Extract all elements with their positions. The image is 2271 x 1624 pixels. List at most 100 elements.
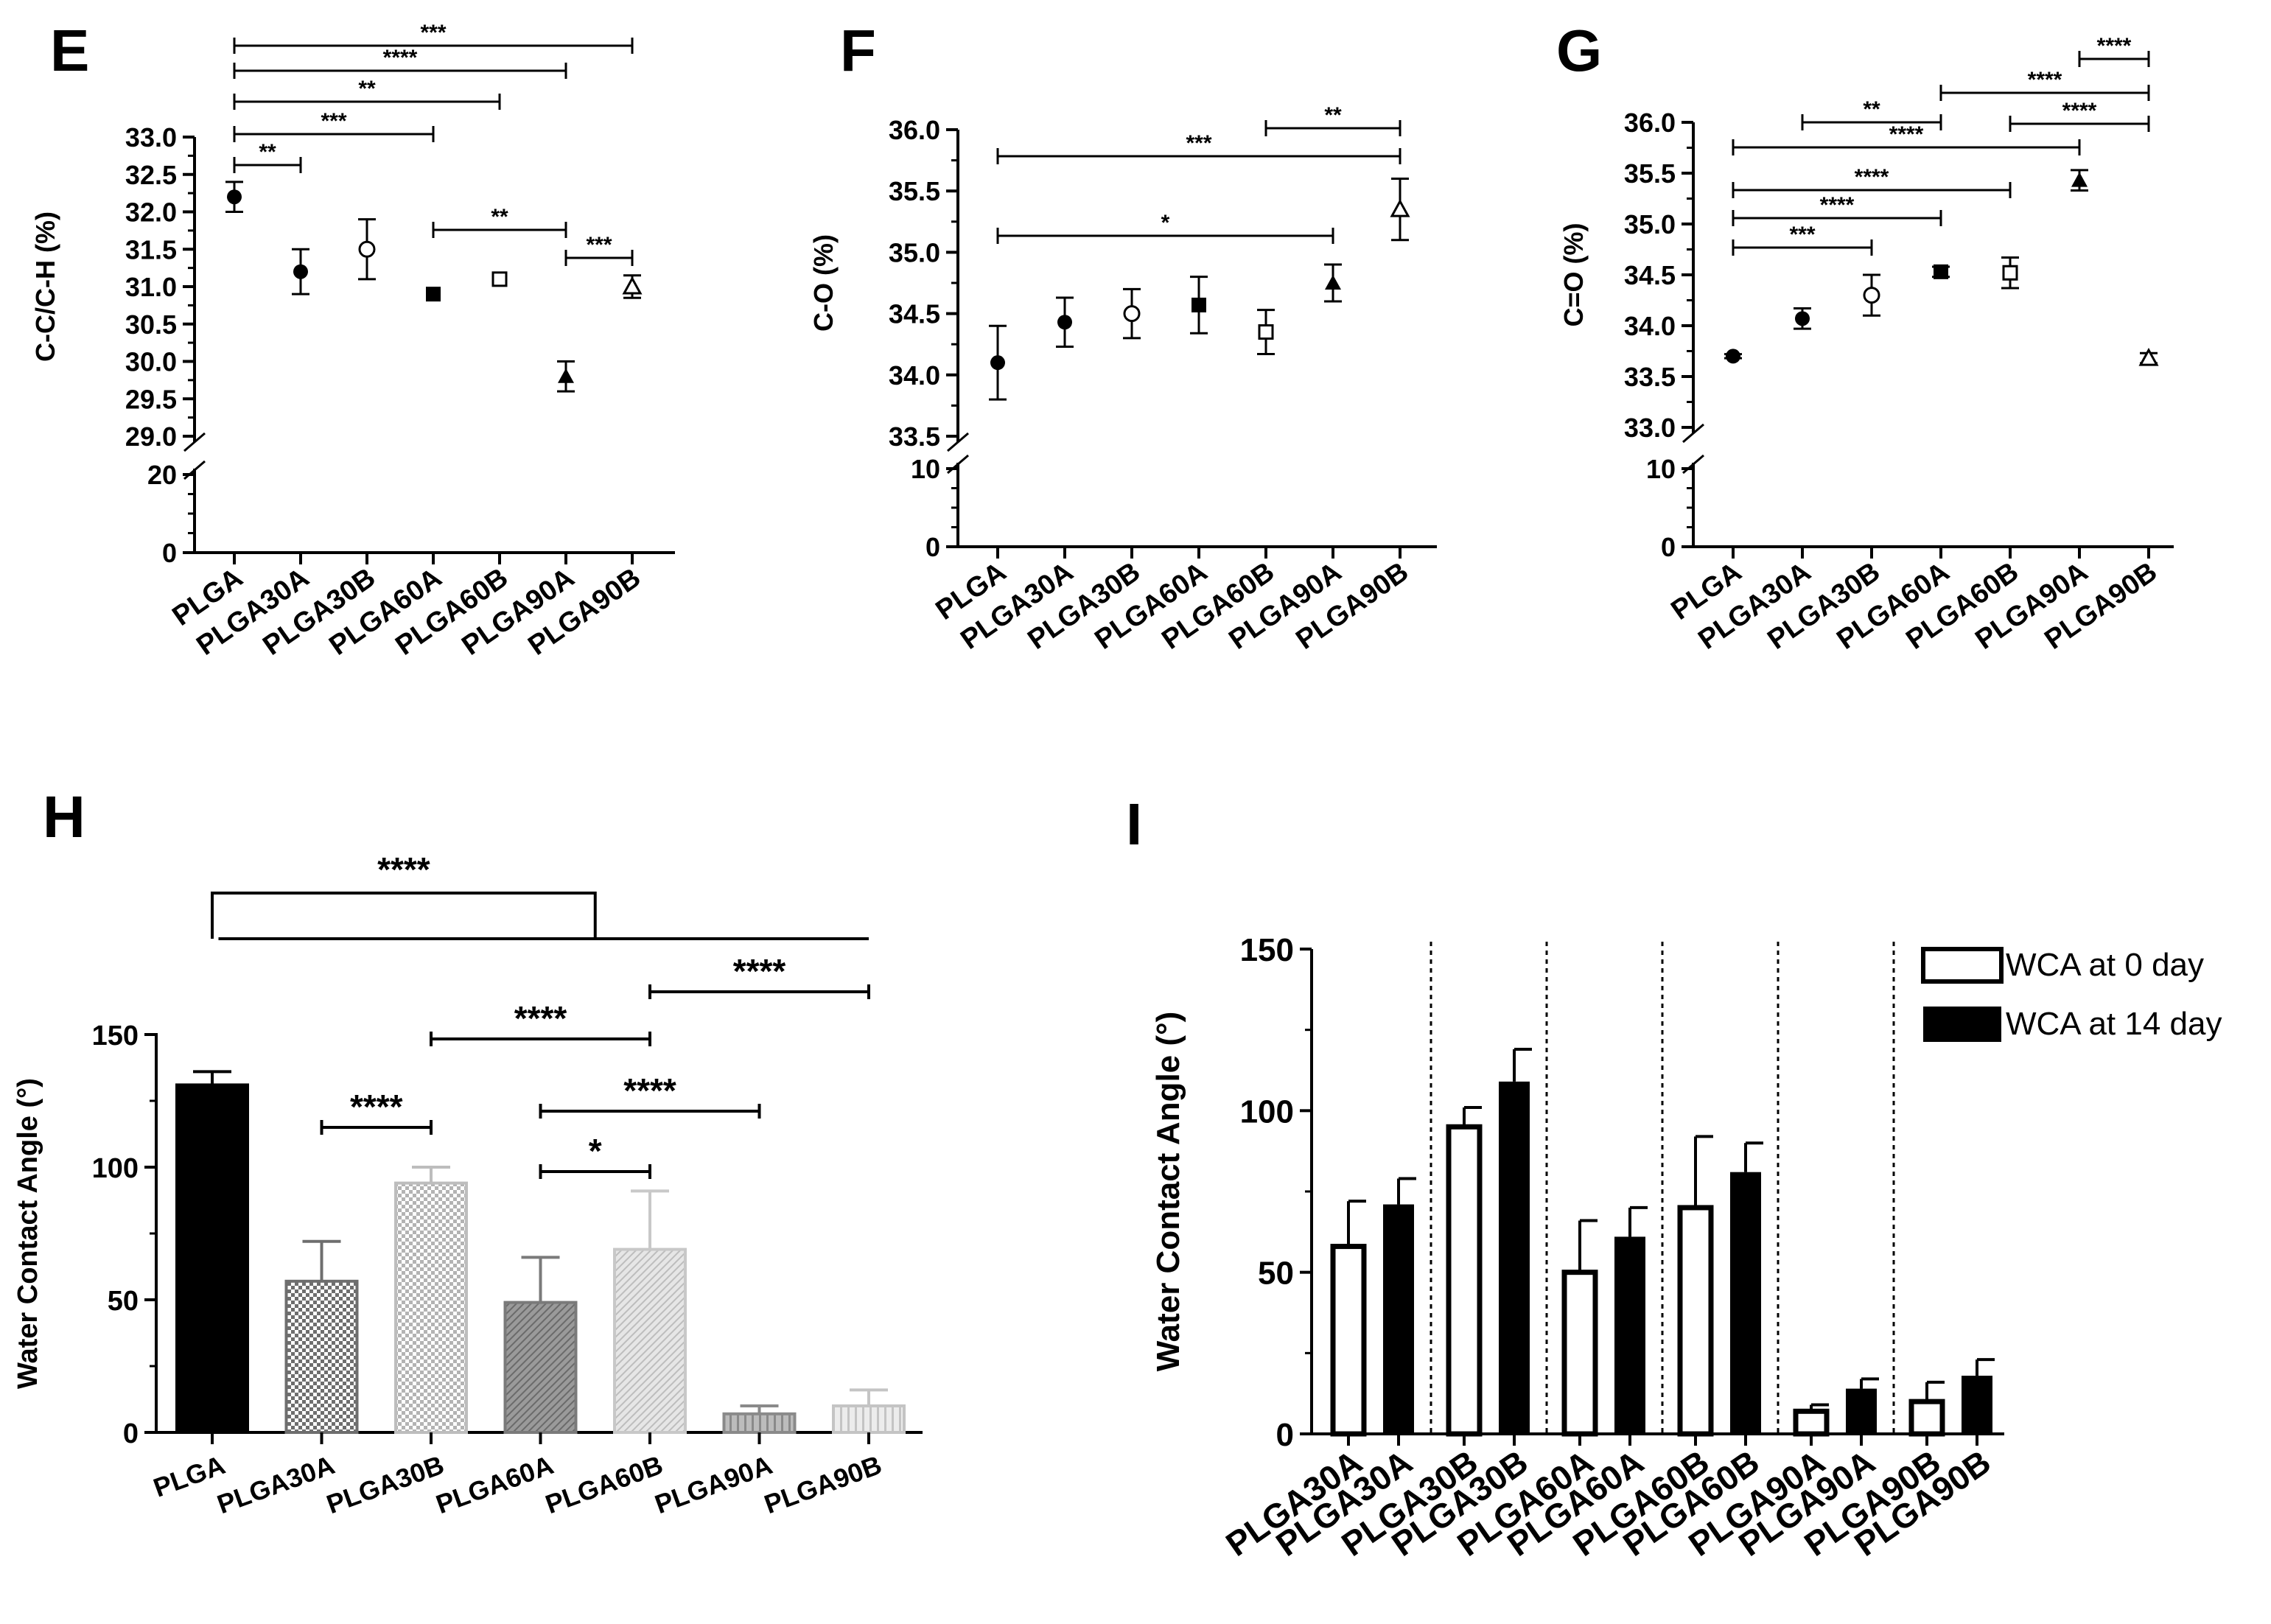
data-point	[1258, 324, 1274, 340]
y-tick-label: 35.5	[1624, 158, 1676, 189]
y-tick-label: 150	[1240, 932, 1294, 968]
x-tick-label: PLGA60A	[432, 1449, 557, 1519]
y-tick-label: 36.0	[889, 115, 940, 145]
y-tick-label: 50	[1258, 1256, 1294, 1292]
significance-label: ***	[1789, 223, 1815, 247]
significance-label: ***	[586, 233, 612, 257]
axis-break-mark	[183, 432, 206, 452]
panel-letter: E	[50, 18, 89, 83]
bar	[394, 1181, 468, 1434]
bar	[613, 1247, 687, 1434]
data-point	[990, 355, 1005, 371]
significance-label: ****	[514, 999, 567, 1037]
y-tick-label: 10	[1646, 454, 1676, 484]
data-point	[1325, 275, 1341, 290]
data-point	[1863, 287, 1880, 304]
y-tick-label: 36.0	[1624, 108, 1676, 138]
y-tick-label: 10	[911, 454, 940, 484]
y-tick-label: 29.5	[125, 384, 177, 414]
y-tick-label: 34.0	[889, 360, 940, 391]
data-point	[2002, 265, 2018, 281]
y-tick-label: 33.0	[1624, 413, 1676, 443]
significance-label: ****	[1820, 193, 1855, 217]
data-point	[1726, 349, 1740, 364]
x-tick-label: PLGA90B	[760, 1449, 886, 1519]
y-tick-label: 33.5	[889, 421, 940, 452]
bar	[722, 1412, 797, 1435]
axis-break-mark	[947, 432, 969, 452]
bar-day0	[1446, 1124, 1483, 1437]
bar	[284, 1279, 359, 1435]
y-tick-label: 35.0	[1624, 209, 1676, 239]
y-tick-label: 100	[92, 1153, 139, 1184]
legend-label: WCA at 14 day	[2006, 1006, 2222, 1042]
data-point	[1192, 297, 1206, 312]
y-axis-label: Water Contact Angle (°)	[1150, 1012, 1186, 1372]
y-tick-label: 33.5	[1624, 362, 1676, 392]
y-tick-label: 0	[123, 1418, 139, 1449]
significance-label: **	[491, 205, 508, 229]
significance-label: ****	[733, 952, 786, 990]
y-tick-label: 0	[1276, 1417, 1294, 1453]
significance-label: *	[1161, 211, 1170, 235]
significance-label: **	[1324, 103, 1342, 127]
y-tick-label: 20	[147, 460, 177, 490]
legend-label: WCA at 0 day	[2006, 947, 2204, 983]
y-tick-label: 50	[108, 1286, 139, 1317]
bar-day14	[1962, 1376, 1992, 1434]
bar-day0	[1908, 1399, 1945, 1437]
y-tick-label: 33.0	[125, 122, 177, 153]
significance-label: ****	[1855, 165, 1889, 189]
x-tick-label: PLGA60B	[542, 1449, 667, 1519]
bar-day14	[1383, 1204, 1414, 1434]
significance-label: ***	[1186, 131, 1211, 155]
y-axis-label: C-O (%)	[808, 234, 839, 332]
y-tick-label: 34.5	[1624, 260, 1676, 290]
significance-label: **	[1863, 97, 1880, 122]
data-point	[358, 240, 376, 258]
y-tick-label: 30.0	[125, 347, 177, 377]
significance-label: ****	[383, 46, 418, 70]
data-point	[426, 287, 441, 302]
panel-e-chart: E 29.0 29.5 30.0 30.5 31.0 31.5 32.0 32.5 33.0 0 20…	[30, 18, 675, 662]
data-point	[1390, 199, 1410, 217]
bar	[832, 1404, 906, 1434]
group-bracket	[211, 892, 597, 939]
data-point	[2071, 172, 2088, 187]
y-tick-label: 34.5	[889, 299, 940, 329]
bar-day0	[1793, 1408, 1830, 1437]
x-tick-label: PLGA30A	[213, 1449, 338, 1519]
significance-label: **	[259, 140, 276, 164]
bar	[503, 1301, 578, 1434]
y-tick-label: 34.0	[1624, 311, 1676, 341]
y-tick-label: 32.0	[125, 197, 177, 228]
bar	[175, 1083, 249, 1435]
y-axis-label: C=O (%)	[1558, 223, 1589, 326]
data-point	[2138, 348, 2159, 366]
data-point	[293, 264, 308, 279]
data-point	[1123, 305, 1141, 323]
panel-letter: G	[1556, 18, 1602, 83]
y-tick-label: 30.5	[125, 309, 177, 340]
y-tick-label: 31.0	[125, 272, 177, 302]
significance-label: ****	[377, 850, 430, 889]
y-tick-label: 35.0	[889, 237, 940, 267]
bar-day14	[1614, 1236, 1645, 1434]
significance-label: ****	[623, 1071, 676, 1110]
significance-label: *	[589, 1132, 602, 1170]
significance-label: ****	[2062, 99, 2097, 123]
bar-day0	[1677, 1205, 1714, 1437]
panel-g-chart: G33.033.534.034.535.035.536.0010PLGAPLGA…	[1556, 18, 2174, 656]
panel-letter: I	[1126, 791, 1142, 857]
legend-swatch-day14	[1923, 1007, 2001, 1042]
x-tick-label: PLGA30B	[323, 1449, 448, 1519]
axis-break-mark	[1682, 423, 1704, 444]
y-tick-label: 32.5	[125, 160, 177, 190]
x-tick-label: PLGA90A	[651, 1449, 776, 1519]
y-tick-label: 29.0	[125, 421, 177, 452]
data-point	[1795, 311, 1810, 326]
bar-day14	[1846, 1388, 1877, 1434]
